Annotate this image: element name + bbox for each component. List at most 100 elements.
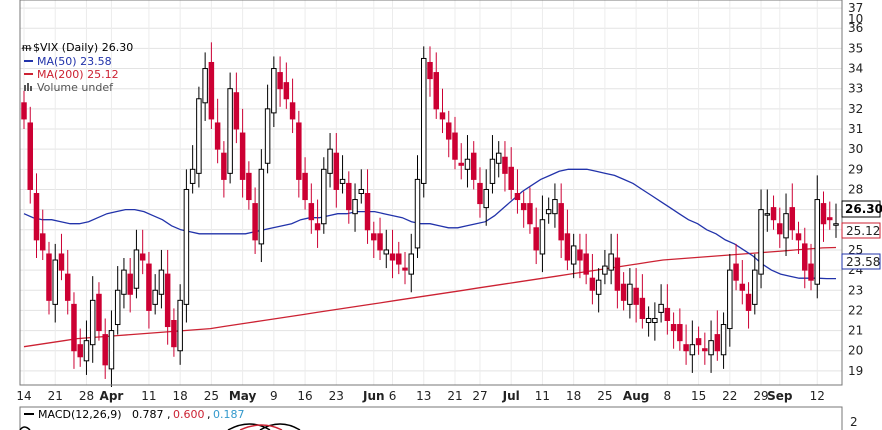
candle-body (633, 287, 639, 305)
candle-body (89, 299, 96, 346)
candle-body (470, 152, 477, 180)
candle-body (52, 259, 58, 305)
y-tick-label: 20 (848, 344, 863, 358)
candle-body (83, 340, 90, 362)
legend-ma200: MA(200) 25.12 (37, 68, 119, 81)
candle-body (264, 108, 271, 164)
candle-body (408, 253, 415, 275)
candle-body (614, 257, 621, 291)
candle-body (21, 102, 27, 120)
candle-body (502, 156, 508, 174)
candle-body (602, 265, 608, 275)
candle-body (689, 344, 696, 356)
candle-body (158, 269, 165, 295)
y-tick-label: 35 (848, 41, 863, 55)
candle-body (620, 283, 627, 301)
candle-body (58, 253, 65, 271)
candle-body (96, 293, 102, 332)
candle-body (389, 253, 396, 261)
candle-body (814, 199, 821, 285)
x-tick-label: Jun (362, 389, 385, 403)
legend-volume: Volume undef (37, 81, 114, 94)
legend-symbol-label: $VIX (Daily) 26.30 (33, 41, 133, 54)
candle-body (352, 199, 358, 215)
x-tick-label: 28 (79, 389, 94, 403)
x-tick-label: Jul (502, 389, 520, 403)
candle-body (139, 253, 146, 261)
y-tick-label: 21 (848, 324, 863, 338)
y-tick-label: 34 (848, 62, 863, 76)
candle-body (414, 178, 421, 249)
macd-panel-frame (19, 406, 843, 430)
candle-body (227, 88, 233, 174)
candle-body (533, 227, 539, 251)
candle-body (183, 188, 190, 305)
candle-body (202, 68, 208, 104)
candle-body (221, 152, 227, 180)
candle-body (495, 152, 502, 164)
candle-body (439, 112, 446, 120)
x-tick-label: 6 (389, 389, 397, 403)
x-tick-label: 11 (141, 389, 156, 403)
candle-body (427, 61, 433, 80)
candle-body (802, 243, 808, 271)
x-axis-ticks: 14 21 28 Apr 11 18 25 May 9 16 23 Jun 6 13 21 27 Jul 11 18… (16, 389, 825, 403)
svg-text:23.58: 23.58 (846, 255, 880, 269)
candle-body (739, 283, 746, 291)
macd-label: MACD(12,26,9) (38, 408, 122, 421)
candle-body (196, 98, 202, 174)
candle-body (177, 299, 183, 352)
candle-body (121, 269, 127, 295)
x-tick-label: 27 (472, 389, 487, 403)
y-tick-label: 19 (848, 364, 863, 378)
candle-body (789, 207, 796, 231)
candle-body (321, 168, 327, 225)
x-tick-label: 16 (297, 389, 312, 403)
macd-legend: MACD(12,26,9) 0.787 , 0.600 , 0.187 (24, 408, 245, 421)
candle-body (683, 344, 689, 352)
candle-body (639, 297, 646, 319)
legend-volume-icon (24, 83, 32, 91)
candle-body (27, 122, 33, 190)
candle-body (783, 213, 789, 239)
candle-body (677, 324, 683, 342)
x-tick-label: 25 (597, 389, 612, 403)
candle-body (520, 203, 527, 211)
candle-body (364, 193, 371, 231)
candle-body (346, 182, 352, 211)
x-tick-label: 29 (753, 389, 768, 403)
moving-average-lines (23, 168, 837, 348)
candle-body (233, 92, 240, 130)
y-tick-label: 22 (848, 303, 863, 317)
ma200-line (23, 246, 837, 348)
candle-body (777, 223, 783, 235)
y-tick-label: 25 (848, 243, 863, 257)
candle-body (745, 293, 752, 311)
candle-body (164, 273, 171, 328)
candle-body (727, 269, 733, 330)
y-tick-label: 33 (848, 82, 863, 96)
candle-body (239, 132, 246, 180)
candle-body (302, 172, 308, 201)
candle-body (208, 61, 215, 120)
candle-body (833, 223, 839, 226)
candle-body (358, 188, 365, 195)
candle-body (383, 249, 390, 255)
svg-text:25.12: 25.12 (846, 224, 880, 238)
candle-body (396, 253, 402, 265)
candle-body (371, 233, 377, 241)
candle-body (452, 132, 458, 160)
x-tick-label: 9 (270, 389, 278, 403)
x-tick-label: 25 (204, 389, 219, 403)
svg-text:26.30: 26.30 (845, 202, 882, 216)
y-tick-label: 37 (848, 1, 863, 15)
candle-body (758, 209, 764, 275)
candle-body (258, 168, 265, 245)
y-top-partial-tick: 10 (848, 12, 863, 26)
x-tick-label: 22 (722, 389, 737, 403)
candle-body (296, 122, 302, 180)
candle-body (577, 249, 583, 261)
candle-body (558, 203, 564, 241)
candle-body (808, 263, 814, 281)
